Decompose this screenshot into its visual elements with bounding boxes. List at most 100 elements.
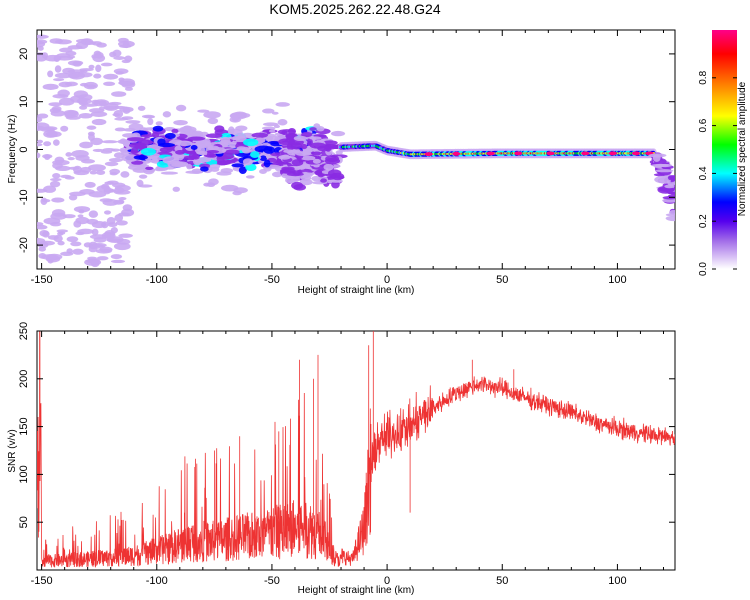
heatmap-cell [103,188,115,193]
heatmap-cell [262,108,275,114]
heatmap-ytick-label: 0 [18,146,30,152]
snr-xlabel: Height of straight line (km) [298,585,415,596]
heatmap-cell [265,137,273,142]
heatmap-cell [65,115,81,120]
heatmap-cell [118,77,125,82]
heatmap-cell [185,170,204,174]
heatmap-cell [106,180,119,185]
snr-frame [36,330,676,571]
heatmap-cell [284,175,302,180]
heatmap-cell [280,167,296,174]
heatmap-cell [88,210,99,218]
heatmap-cell [138,174,148,179]
heatmap-cell [152,131,160,138]
heatmap-cell [91,99,100,105]
heatmap-cell [155,121,163,126]
colorbar-ticks: 0.0 0.2 0.4 0.6 0.8 [698,70,737,276]
heatmap-cell [208,178,219,186]
heatmap-cell [275,102,290,107]
heatmap-cell [41,254,59,260]
heatmap-cell [245,175,255,179]
heatmap-cell [122,204,133,212]
snr-ytick-label: 150 [18,417,30,435]
heatmap-cell [114,127,126,132]
heatmap-cell [250,151,260,158]
heatmap-cell [51,209,66,217]
heatmap-ylabel: Frequency (Hz) [7,115,18,184]
heatmap-cell [79,105,88,110]
heatmap-cell [65,152,73,157]
heatmap-cell [96,256,109,261]
heatmap-cell [219,139,232,146]
snr-xtick-label: -150 [31,575,53,587]
heatmap-cell [53,78,65,82]
heatmap-cell [103,210,111,215]
heatmap-cell [37,143,43,147]
heatmap-cell [96,170,106,175]
snr-xtick-label: 0 [384,575,390,587]
heatmap-cell [200,166,209,172]
heatmap-cell [278,155,291,160]
heatmap-cell [233,187,248,194]
heatmap-cell [171,128,179,134]
snr-xtick-label: 100 [608,575,626,587]
heatmap-cell [128,142,147,149]
heatmap-cell [49,178,62,182]
heatmap-cell [76,98,92,105]
heatmap-cell [53,139,60,146]
heatmap-cell [277,118,288,126]
heatmap-cell [37,39,48,45]
heatmap-cell [195,157,212,163]
heatmap-cell [59,47,73,53]
heatmap-cell [197,109,210,113]
heatmap-cell [66,248,73,254]
heatmap-ytick-label: -20 [18,237,30,253]
heatmap-cell [261,126,276,131]
heatmap-cell [112,49,122,57]
heatmap-cell [238,166,247,175]
heatmap-cell [73,220,82,228]
heatmap-cell [37,152,41,159]
heatmap-cell [91,228,99,236]
heatmap-cell [206,149,220,154]
heatmap-cell [309,136,322,140]
heatmap-cell [37,222,44,226]
heatmap-cell [271,171,283,178]
heatmap-cell [90,111,108,117]
heatmap-xtick-label: 0 [384,274,390,286]
heatmap-cell [223,160,236,164]
heatmap-cell [37,224,48,230]
heatmap-cell [110,148,120,152]
heatmap-cell [50,110,66,117]
heatmap-cell [114,117,129,121]
heatmap-cell [160,171,179,175]
heatmap-cell [47,70,54,78]
heatmap-cell [56,53,71,58]
heatmap-cell [115,70,124,75]
snr-ytick-label: 50 [18,516,30,528]
heatmap-cell [77,214,84,218]
heatmap-cell [245,163,257,172]
heatmap-cell [115,220,128,226]
heatmap-cell [242,158,254,166]
heatmap-cell [103,73,119,80]
heatmap-cell [72,248,84,255]
heatmap-cells [37,34,675,268]
heatmap-cell [100,150,113,154]
heatmap-cell [231,163,244,168]
heatmap-xtick-label: -50 [264,274,280,286]
heatmap-cell [424,152,433,157]
heatmap-xtick-label: 100 [608,274,626,286]
colorbar: 0.0 0.2 0.4 0.6 0.8 Normalized spectral ampl… [698,30,748,276]
heatmap-cell [88,64,95,70]
heatmap-cell [648,153,667,158]
heatmap-cell [164,132,176,140]
heatmap-cell [37,188,48,193]
heatmap-cell [41,198,51,203]
heatmap-cell [51,197,65,203]
heatmap-cell [130,150,140,154]
heatmap-cell [62,214,76,219]
heatmap-cell [124,87,133,91]
